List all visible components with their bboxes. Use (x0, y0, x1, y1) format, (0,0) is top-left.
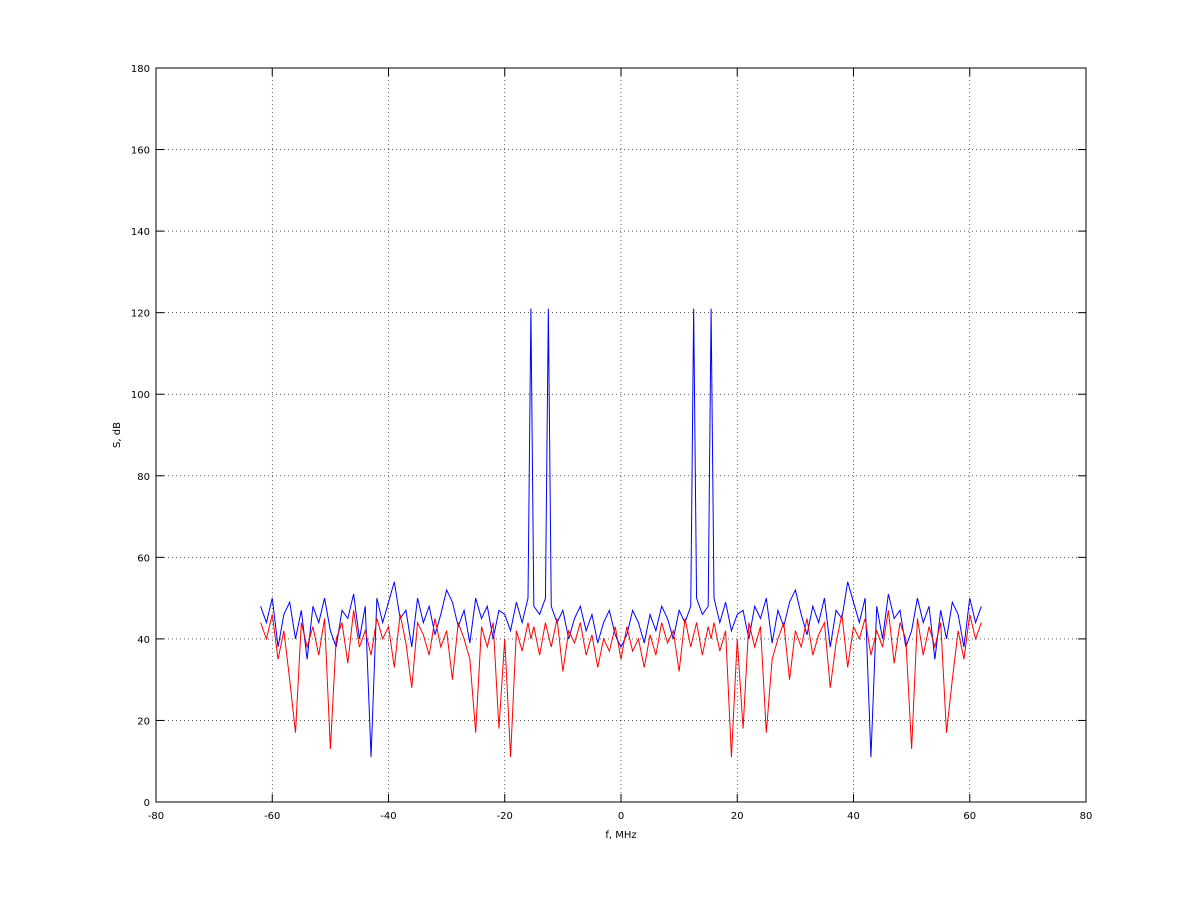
lines (260, 308, 982, 758)
y-tick-label: 60 (137, 553, 150, 564)
y-tick-label: 0 (144, 798, 150, 809)
y-tick-label: 180 (131, 64, 150, 75)
x-tick-label: 80 (1080, 811, 1093, 822)
x-tick-label: -20 (497, 811, 513, 822)
x-tick-label: 20 (731, 811, 744, 822)
x-tick-label: 40 (847, 811, 860, 822)
y-tick-label: 140 (131, 227, 150, 238)
y-tick-label: 20 (137, 716, 150, 727)
x-tick-label: -40 (380, 811, 396, 822)
x-tick-label: 60 (963, 811, 976, 822)
y-tick-label: 160 (131, 146, 150, 157)
y-tick-label: 80 (137, 472, 150, 483)
y-tick-label: 40 (137, 635, 150, 646)
series-line (260, 610, 982, 758)
y-tick-label: 120 (131, 309, 150, 320)
x-axis-label: f, MHz (605, 830, 636, 841)
ticks: -80 -60 -40 -20 0 20 40 60 80 0 20 40 60 80 100 120 140 1… (131, 64, 1092, 822)
x-tick-label: -80 (148, 811, 164, 822)
y-tick-label: 100 (131, 390, 150, 401)
x-tick-label: -60 (264, 811, 280, 822)
plot-area (156, 68, 1086, 802)
x-tick-label: 0 (618, 811, 624, 822)
series-line (260, 308, 982, 758)
y-axis-label: S, dB (112, 422, 123, 448)
